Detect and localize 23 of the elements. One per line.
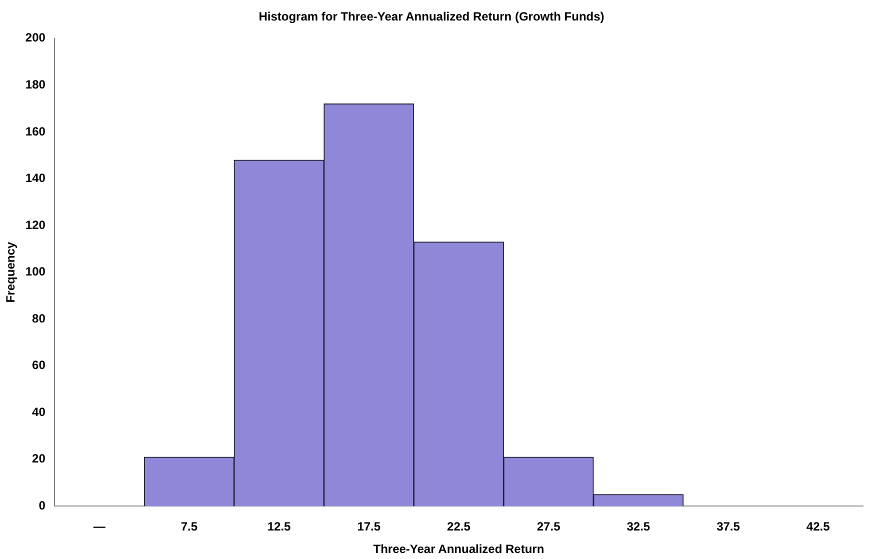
y-tick-label: 80 xyxy=(32,311,46,326)
x-tick-label: — xyxy=(93,520,106,534)
y-tick-label: 60 xyxy=(32,358,46,372)
x-tick-label: 37.5 xyxy=(716,520,740,534)
chart-title: Histogram for Three-Year Annualized Return (Growth Funds) xyxy=(258,10,604,24)
y-tick-label: 140 xyxy=(25,171,46,186)
y-tick-label: 40 xyxy=(32,404,46,419)
x-tick-label: 22.5 xyxy=(447,520,471,534)
y-tick-label: 180 xyxy=(25,77,46,92)
x-tick-label: 32.5 xyxy=(626,520,650,534)
y-tick-label: 100 xyxy=(25,264,46,279)
x-tick-label: 27.5 xyxy=(536,520,561,534)
y-tick-label: 200 xyxy=(25,30,46,45)
x-tick-label: 17.5 xyxy=(357,520,381,534)
y-tick-label: 160 xyxy=(25,124,46,138)
x-tick-label: 7.5 xyxy=(180,520,198,534)
y-axis-title: Frequency xyxy=(4,242,18,303)
y-tick-label: 120 xyxy=(25,218,46,232)
y-tick-label: 20 xyxy=(32,452,46,466)
x-axis-title: Three-Year Annualized Return xyxy=(373,542,544,556)
x-tick-label: 42.5 xyxy=(806,520,830,534)
x-tick-label: 12.5 xyxy=(267,520,292,534)
y-tick-label: 0 xyxy=(38,498,46,513)
